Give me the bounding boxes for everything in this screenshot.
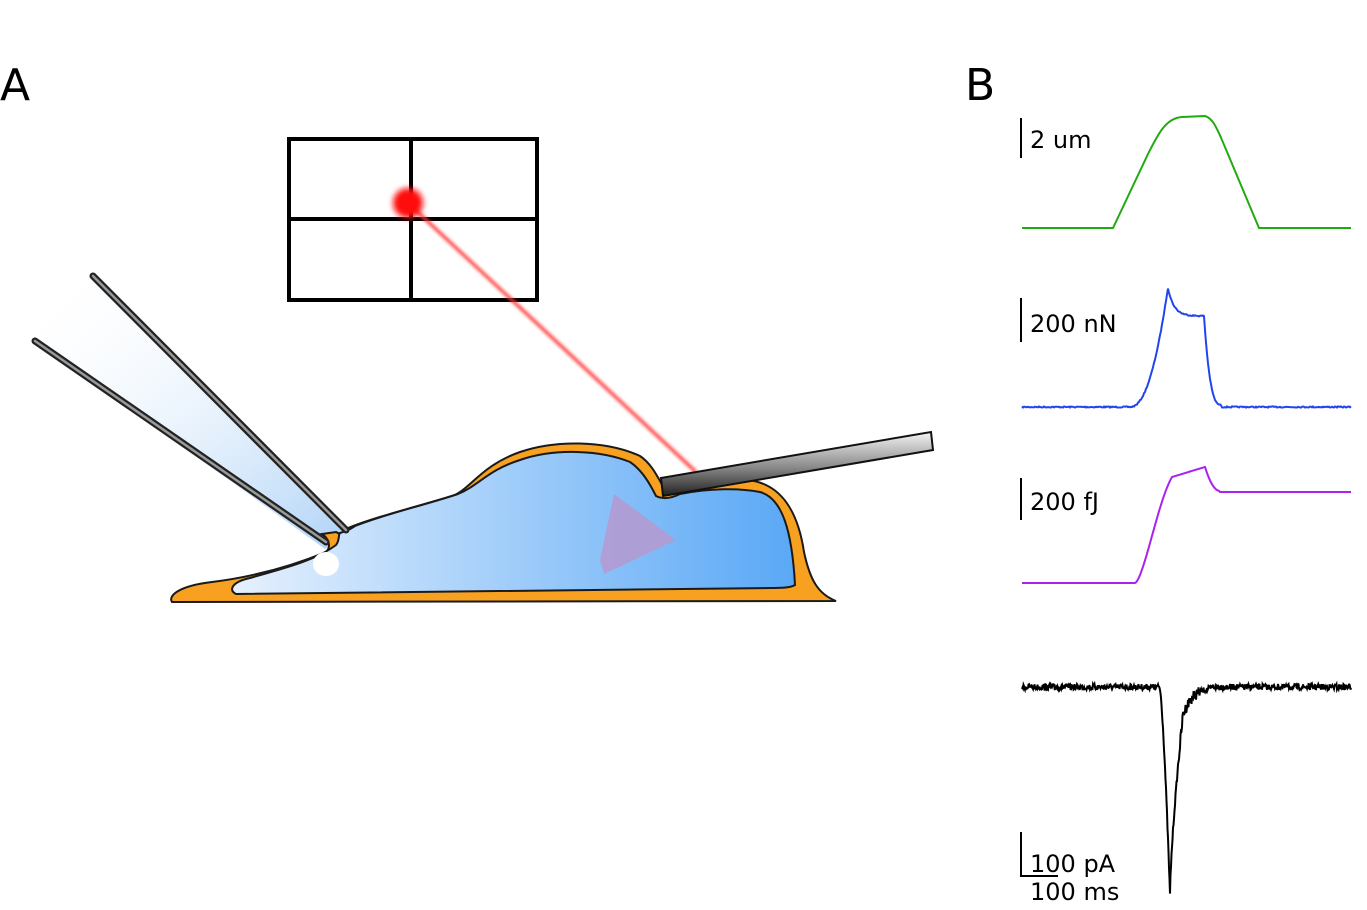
photodetector-quadrant [287,137,539,302]
scale-bar-current [1020,832,1058,877]
trace-energy: 200 fJ [1020,465,1351,584]
laser-beams [393,152,698,474]
laser-spot [393,188,423,218]
trace-line-energy [1022,465,1351,584]
trace-line-displacement [1022,114,1351,229]
panel-label-a: A [0,60,30,111]
patch-pipette [31,272,350,546]
pipette-flow-cone [35,276,350,549]
pipette-seal [313,552,339,576]
panel-b-traces: 2 um 200 nN 200 fJ 100 pA 100 ms [1020,114,1352,906]
cell-cytoplasm [231,450,797,596]
scale-label-energy: 200 fJ [1030,488,1099,516]
panel-a-illustration [31,137,935,604]
scale-label-current: 100 pA [1030,850,1116,878]
afm-cantilever [659,430,935,498]
panel-label-b: B [965,60,995,111]
scale-label-time: 100 ms [1030,878,1119,906]
trace-force: 200 nN [1020,288,1352,410]
scale-label-force: 200 nN [1030,310,1117,338]
trace-line-force [1021,288,1352,410]
trace-displacement: 2 um [1020,114,1351,229]
nucleus-marker [600,494,676,574]
trace-line-current [1021,680,1352,894]
trace-current: 100 pA 100 ms [1020,680,1352,906]
scale-label-displacement: 2 um [1030,126,1092,154]
